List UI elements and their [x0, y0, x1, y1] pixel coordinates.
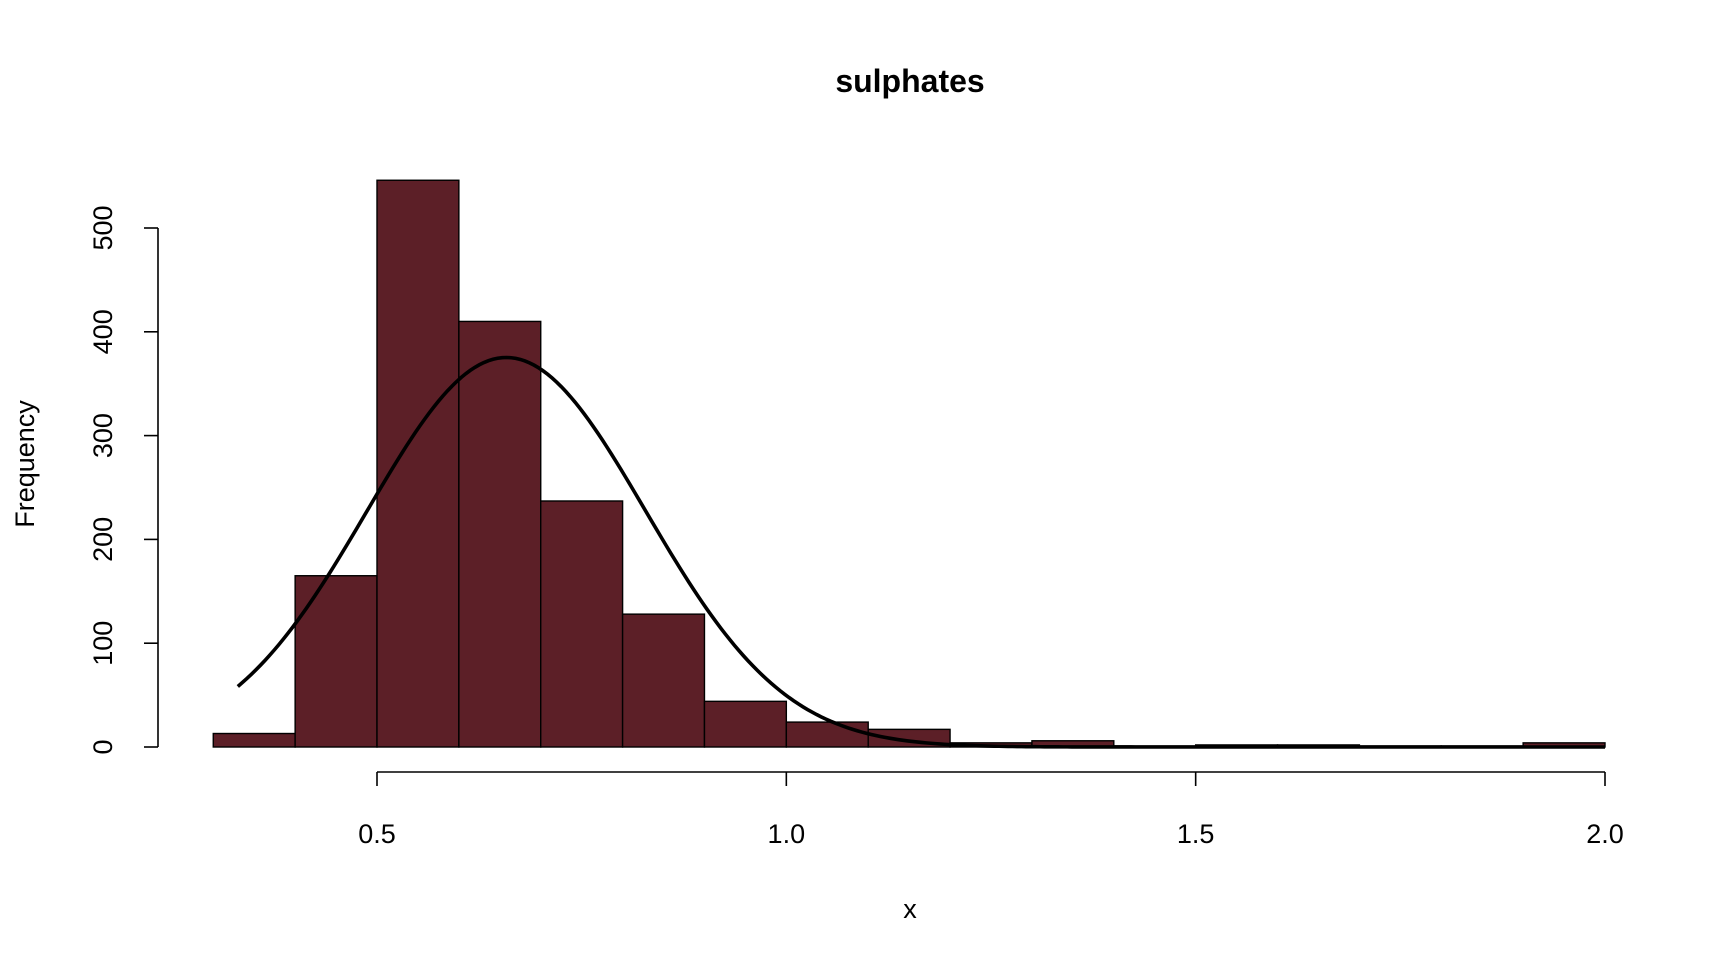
histogram-bars — [212, 179, 1606, 748]
chart-title: sulphates — [835, 63, 984, 99]
x-tick-label: 1.5 — [1177, 819, 1215, 849]
y-tick-label: 300 — [88, 413, 118, 458]
histogram-bar — [294, 575, 378, 748]
histogram-bar — [785, 721, 869, 748]
x-tick-label: 1.0 — [768, 819, 806, 849]
x-tick-label: 2.0 — [1586, 819, 1624, 849]
histogram-bar — [540, 500, 624, 748]
y-axis: 0 100 200 300 400 500 — [88, 205, 159, 755]
x-axis: 0.5 1.0 1.5 2.0 — [358, 771, 1624, 849]
normal-curve-layer — [236, 355, 1605, 749]
histogram-bar — [376, 179, 460, 748]
histogram-bar — [621, 613, 706, 748]
y-tick-label: 500 — [88, 205, 118, 250]
y-axis-label: Frequency — [10, 400, 40, 528]
y-tick-label: 0 — [88, 739, 118, 754]
histogram-bar — [458, 320, 542, 748]
x-axis-label: x — [903, 894, 917, 924]
histogram-bar — [212, 732, 296, 748]
y-tick-label: 400 — [88, 309, 118, 354]
y-tick-label: 100 — [88, 621, 118, 666]
x-tick-label: 0.5 — [358, 819, 396, 849]
normal-density-curve — [236, 355, 1605, 749]
histogram-bar — [703, 700, 788, 748]
y-tick-label: 200 — [88, 517, 118, 562]
